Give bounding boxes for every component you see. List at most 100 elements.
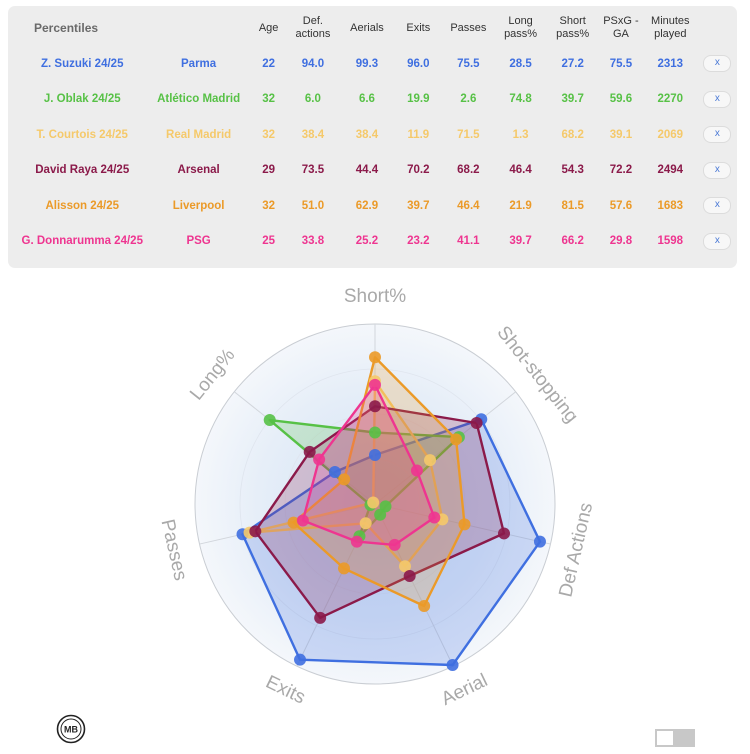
data-point: [369, 449, 381, 462]
data-point: [388, 538, 401, 551]
axis-label: Short%: [344, 286, 406, 307]
psxg-ga-cell: 75.5: [609, 57, 633, 70]
view-toggle[interactable]: [655, 729, 695, 747]
age-cell: 25: [262, 235, 276, 248]
remove-player-button[interactable]: x: [703, 90, 732, 108]
def-actions-cell: 6.0: [304, 93, 321, 106]
remove-cell: x: [698, 82, 737, 118]
remove-cell: x: [698, 46, 737, 82]
def-actions-cell: 94.0: [301, 57, 325, 70]
data-point: [424, 454, 437, 467]
def-actions-cell: 38.4: [301, 128, 325, 141]
data-point: [369, 378, 381, 391]
data-point: [296, 514, 309, 527]
club-cell: Parma: [181, 57, 217, 70]
header-long-pass: Long pass%: [504, 15, 538, 40]
player-cell: T. Courtois 24/25: [36, 128, 128, 141]
psxg-ga-cell: 39.1: [609, 128, 633, 141]
age-cell: 32: [262, 128, 276, 141]
axis-label: Passes: [157, 517, 191, 582]
data-point: [303, 445, 316, 458]
remove-player-button[interactable]: x: [703, 55, 732, 73]
data-point: [313, 453, 326, 466]
data-point: [497, 527, 510, 540]
passes-cell: 71.5: [457, 128, 480, 141]
psxg-ga-cell: 59.6: [609, 93, 633, 106]
table-row: T. Courtois 24/25 Real Madrid 32 38.4 38.4 11…: [18, 117, 737, 153]
header-minutes: Minutes played: [651, 15, 690, 40]
remove-player-button[interactable]: x: [703, 161, 732, 179]
long-pass-cell: 46.4: [509, 164, 532, 177]
exits-cell: 39.7: [407, 199, 430, 212]
exits-cell: 70.2: [407, 164, 430, 177]
long-pass-cell: 39.7: [509, 235, 532, 248]
player-cell: David Raya 24/25: [35, 164, 130, 177]
player-cell: Alisson 24/25: [45, 199, 119, 212]
header-aerials: Aerials: [350, 21, 384, 34]
short-pass-cell: 39.7: [561, 93, 584, 106]
header-short-pass: Short pass%: [556, 15, 590, 40]
aerials-cell: 62.9: [355, 199, 379, 212]
data-point: [410, 464, 423, 477]
remove-player-button[interactable]: x: [703, 232, 732, 250]
data-point: [249, 525, 262, 538]
minutes-cell: 2270: [657, 93, 684, 106]
data-point: [458, 518, 471, 531]
table-row: David Raya 24/25 Arsenal 29 73.5 44.4 70.2 68.…: [18, 153, 737, 189]
header-remove: [698, 10, 737, 46]
def-actions-cell: 51.0: [301, 199, 325, 212]
data-point: [374, 508, 387, 521]
club-cell: Liverpool: [172, 199, 225, 212]
long-pass-cell: 21.9: [509, 199, 532, 212]
series-area: [292, 356, 466, 608]
minutes-cell: 2069: [657, 128, 684, 141]
data-point: [338, 473, 351, 486]
passes-cell: 68.2: [457, 164, 480, 177]
data-point: [403, 570, 416, 583]
header-age: Age: [258, 21, 279, 34]
short-pass-cell: 66.2: [561, 235, 584, 248]
passes-cell: 41.1: [457, 235, 480, 248]
header-psxg-ga: PSxG - GA: [603, 15, 639, 40]
table-row: J. Oblak 24/25 Atlético Madrid 32 6.0 6.6 19.…: [18, 82, 737, 118]
data-point: [450, 433, 463, 446]
age-cell: 32: [262, 199, 276, 212]
data-point: [263, 414, 276, 427]
remove-player-button[interactable]: x: [703, 197, 732, 215]
exits-cell: 19.9: [407, 93, 430, 106]
data-point: [369, 351, 381, 364]
data-point: [359, 517, 372, 530]
minutes-cell: 2313: [657, 57, 684, 70]
short-pass-cell: 68.2: [561, 128, 584, 141]
remove-cell: x: [698, 153, 737, 189]
percentiles-table: Percentiles Age Def. actions Aerials Exi…: [18, 10, 737, 259]
table-row: G. Donnarumma 24/25 PSG 25 33.8 25.2 23.2 41.1…: [18, 224, 737, 260]
data-point: [369, 400, 381, 413]
table-row: Z. Suzuki 24/25 Parma 22 94.0 99.3 96.0 75.5 28…: [18, 46, 737, 82]
toggle-off-side: [655, 729, 675, 747]
radar-spoke: [374, 503, 454, 667]
long-pass-cell: 1.3: [512, 128, 529, 141]
remove-cell: x: [698, 224, 737, 260]
aerials-cell: 38.4: [355, 128, 379, 141]
passes-cell: 75.5: [457, 57, 480, 70]
toggle-on-side: [675, 729, 695, 747]
passes-cell: 2.6: [460, 93, 477, 106]
aerials-cell: 25.2: [355, 235, 379, 248]
minutes-cell: 1683: [657, 199, 684, 212]
data-point: [418, 600, 431, 613]
player-cell: G. Donnarumma 24/25: [21, 235, 143, 248]
header-club: [147, 10, 251, 46]
data-point: [328, 466, 341, 479]
player-cell: Z. Suzuki 24/25: [41, 57, 124, 70]
exits-cell: 11.9: [407, 128, 430, 141]
minutes-cell: 1598: [657, 235, 684, 248]
data-point: [367, 496, 380, 509]
table-row: Alisson 24/25 Liverpool 32 51.0 62.9 39.7 46.4…: [18, 188, 737, 224]
data-point: [314, 611, 327, 624]
remove-player-button[interactable]: x: [703, 126, 732, 144]
passes-cell: 46.4: [457, 199, 480, 212]
data-point: [294, 653, 307, 666]
short-pass-cell: 54.3: [561, 164, 584, 177]
psxg-ga-cell: 29.8: [609, 235, 633, 248]
